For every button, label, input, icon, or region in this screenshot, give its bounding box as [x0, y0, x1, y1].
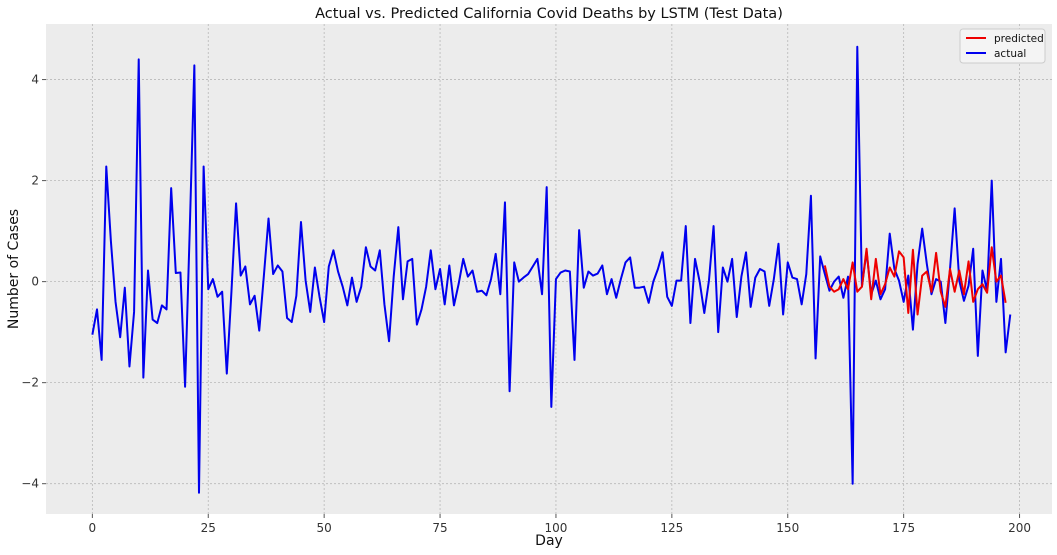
x-tick-label: 125 — [660, 521, 683, 535]
chart-title: Actual vs. Predicted California Covid De… — [315, 6, 783, 22]
series-line-predicted — [823, 246, 1007, 316]
x-tick-label: 200 — [1008, 521, 1031, 535]
x-tick-label: 150 — [776, 521, 799, 535]
y-tick-label: −4 — [21, 477, 39, 491]
x-tick-label: 175 — [892, 521, 915, 535]
y-tick-label: −2 — [21, 376, 39, 390]
x-tick-label: 50 — [317, 521, 332, 535]
series-line-actual — [91, 45, 1012, 494]
legend-label-predicted: predicted — [994, 33, 1044, 45]
y-tick-label: 2 — [31, 174, 39, 188]
legend: predicted actual — [959, 28, 1046, 64]
x-tick-label: 25 — [201, 521, 216, 535]
legend-label-actual: actual — [994, 48, 1026, 60]
y-axis-label: Number of Cases — [6, 209, 22, 329]
x-tick-label: 75 — [432, 521, 447, 535]
axes: 0 25 50 75 100 125 150 175 200 −4 −2 0 2 4 — [21, 73, 1031, 535]
x-tick-label: 100 — [545, 521, 568, 535]
x-axis-label: Day — [535, 533, 563, 549]
x-tick-label: 0 — [89, 521, 97, 535]
series-lines — [91, 45, 1012, 494]
y-tick-label: 0 — [31, 275, 39, 289]
y-tick-label: 4 — [31, 73, 39, 87]
